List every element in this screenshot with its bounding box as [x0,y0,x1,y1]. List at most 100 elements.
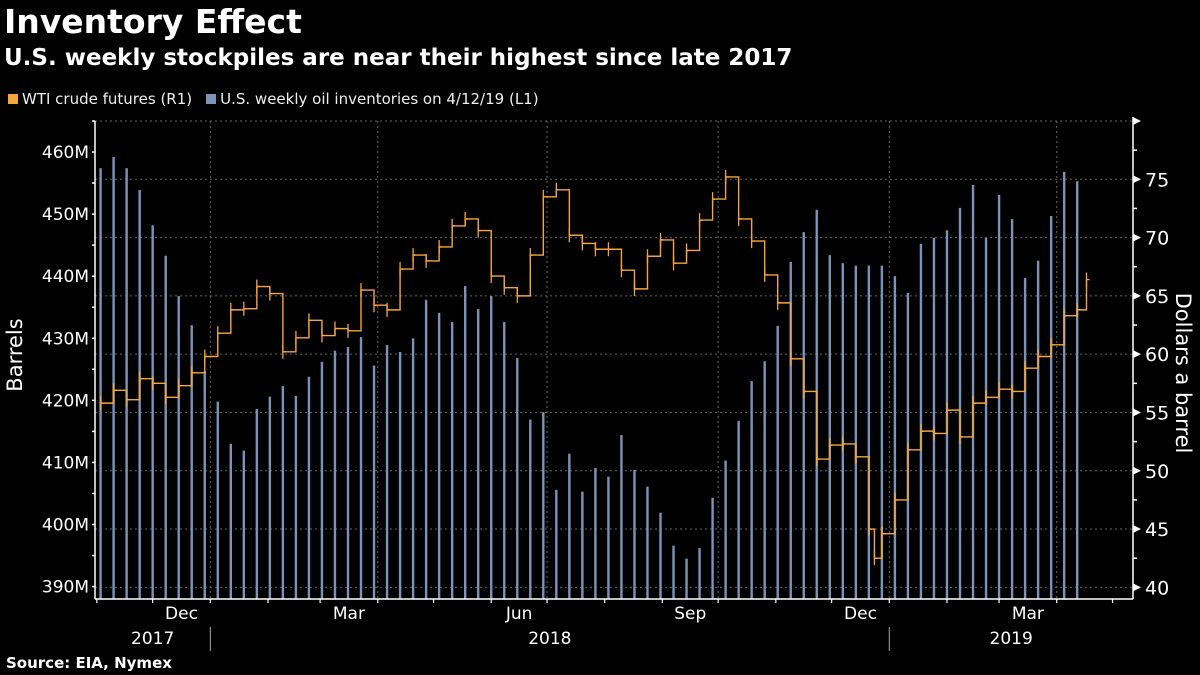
inventory-bar [477,309,480,599]
inventory-bar [411,338,415,599]
x-month-label: Mar [1012,604,1044,624]
inventory-bar [450,322,454,599]
inventory-bar [984,237,988,600]
inventory-bar [581,491,584,599]
inventory-bar [958,207,962,599]
inventory-bar [646,486,649,599]
inventory-bar [1010,219,1014,599]
inventory-bar [307,376,311,599]
x-month-label: Dec [165,604,198,624]
inventory-bar [151,225,154,600]
legend: WTI crude futures (R1) U.S. weekly oil i… [8,90,539,108]
chart-subtitle: U.S. weekly stockpiles are near their hi… [4,45,793,71]
left-tick-label: 410M [42,453,89,473]
inventory-bar [737,420,740,599]
inventory-bar [424,299,428,599]
right-tick-marker [1133,175,1141,184]
left-tick-label: 460M [42,143,89,163]
inventory-bar [503,322,506,599]
right-tick-label: 65 [1145,286,1169,308]
legend-swatch-wti [8,94,18,104]
inventory-bar [216,401,219,599]
right-tick-label: 45 [1145,519,1169,541]
left-tick-label: 440M [42,267,89,287]
inventory-bar [203,371,206,599]
inventory-bar [607,476,610,599]
right-tick-marker [1133,350,1141,359]
right-tick-label: 60 [1145,344,1169,366]
inventory-bar [320,361,324,599]
inventory-bar [724,460,727,599]
inventory-bar [594,468,597,599]
inventory-bar [372,365,376,599]
right-tick-marker [1133,583,1141,592]
inventory-bar [841,263,845,599]
right-tick-label: 40 [1145,577,1169,599]
wti-price-line [100,176,1088,559]
inventory-bar [255,409,259,599]
left-axis-label: Barrels [3,318,27,391]
x-month-label: Sep [674,604,706,624]
legend-item-wti: WTI crude futures (R1) [8,90,192,108]
left-tick-label: 400M [42,516,89,536]
inventory-bar [190,325,193,599]
inventory-bar [633,469,636,599]
inventory-bar [242,450,246,599]
inventory-bar [971,184,975,600]
inventory-bar [294,396,298,599]
inventory-bar [867,265,871,599]
inventory-bar [490,296,493,599]
inventory-bar [125,168,128,600]
legend-item-inventories: U.S. weekly oil inventories on 4/12/19 (… [206,90,539,108]
inventory-bar [685,558,688,599]
inventory-bar [463,286,467,599]
inventory-bar [854,265,858,599]
right-tick-marker [1133,466,1141,475]
right-tick-marker [1133,291,1141,300]
inventory-bar [776,325,779,599]
inventory-bar [1023,278,1027,599]
left-tick-label: 430M [42,329,89,349]
right-tick-marker [1133,525,1141,534]
chart-title: Inventory Effect [4,2,302,41]
inventory-bar [229,443,232,599]
right-axis-label: Dollars a barrel [1171,293,1195,454]
legend-label-inventories: U.S. weekly oil inventories on 4/12/19 (… [220,90,539,108]
x-year-label: 2017 [131,629,174,649]
inventory-bar [177,296,180,599]
x-month-label: Dec [844,604,877,624]
x-month-label: Jun [505,604,533,624]
inventory-bar [1062,171,1066,599]
inventory-bar [164,255,167,599]
inventory-bar [1075,181,1079,600]
inventory-bar [346,346,350,599]
inventory-bar [763,361,766,599]
left-tick-label: 420M [42,391,89,411]
inventory-bar [919,243,923,599]
inventory-bar [568,453,571,599]
right-tick-marker [1133,233,1141,242]
left-tick-label: 390M [42,578,89,598]
inventory-bar [893,276,897,599]
inventory-bar [711,497,714,599]
inventory-bar [1049,215,1053,599]
right-tick-label: 70 [1145,228,1169,250]
right-tick-label: 55 [1145,402,1169,424]
x-year-label: 2019 [990,629,1033,649]
inventory-bar [1036,260,1040,599]
inventory-bar [398,351,402,599]
right-tick-label: 50 [1145,461,1169,483]
inventory-bar [932,237,936,600]
left-tick-label: 450M [42,205,89,225]
inventory-bar [268,396,272,599]
inventory-bar [672,545,675,599]
inventory-bar [880,265,884,599]
inventory-bar [750,381,753,599]
inventory-bar [99,168,102,600]
inventory-bar [789,261,792,599]
inventory-bar [437,312,441,599]
inventory-bar [802,232,805,599]
inventory-bar [542,412,545,599]
inventory-bar [620,435,623,599]
